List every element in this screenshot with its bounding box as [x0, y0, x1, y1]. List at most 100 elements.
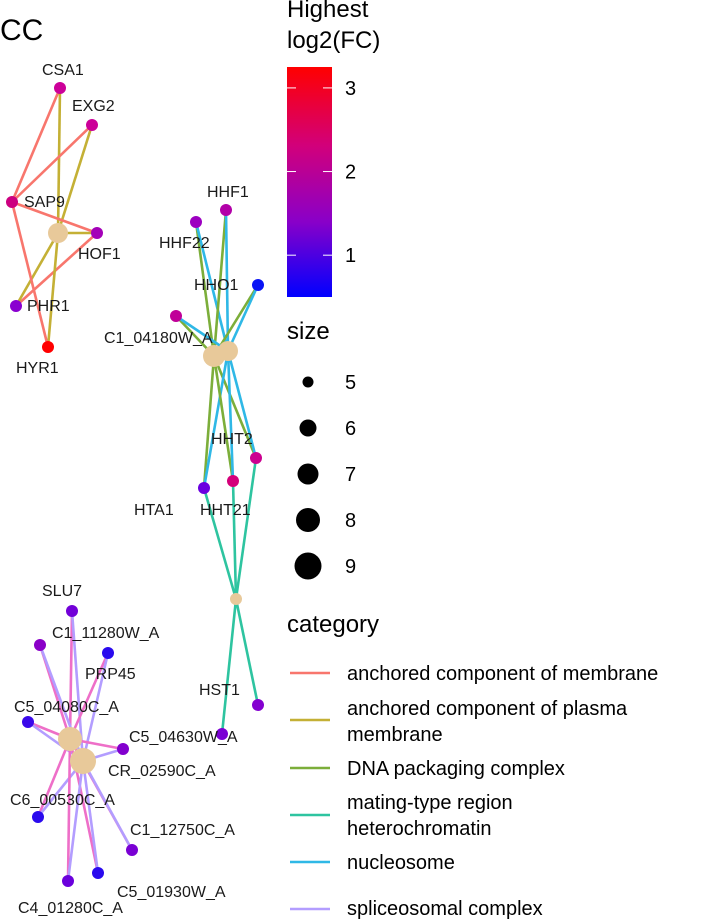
- edge: [36, 738, 72, 818]
- edge: [202, 355, 216, 489]
- gene-label: C5_04630W_A: [129, 729, 238, 746]
- gene-label: C1_11280W_A: [52, 625, 160, 642]
- edge: [194, 221, 216, 357]
- fc-tick-label: 1: [345, 245, 356, 267]
- size-label: 5: [345, 372, 356, 394]
- gene-label: HHT2: [211, 431, 253, 448]
- gene-node-hta1: [198, 482, 210, 494]
- edge: [81, 760, 134, 851]
- hub-node-spliceosomal-b: [70, 748, 96, 774]
- edge: [175, 314, 229, 353]
- edge: [226, 284, 260, 352]
- edge: [56, 124, 94, 234]
- gene-label: C5_04080C_A: [14, 699, 119, 716]
- gene-label: HHT21: [200, 502, 251, 519]
- gene-node-csa1: [54, 82, 66, 94]
- gene-label: C1_04180W_A: [104, 330, 213, 347]
- edge: [68, 652, 110, 740]
- edge: [10, 201, 50, 348]
- fc-legend-title-line2: log2(FC): [287, 27, 380, 54]
- gene-labels: CSA1 EXG2 SAP9 HOF1 PHR1 HYR1 HHF1 HHF22…: [10, 62, 253, 917]
- size-legend-title: size: [287, 318, 330, 345]
- hub-node-spliceosomal-a: [58, 727, 82, 751]
- gene-node-hof1: [91, 227, 103, 239]
- size-label: 6: [345, 418, 356, 440]
- gene-node-hht21: [227, 475, 239, 487]
- gene-label: C1_12750C_A: [130, 822, 235, 839]
- category-legend-title: category: [287, 611, 379, 638]
- gene-node-hhf1: [220, 204, 232, 216]
- gene-node-exg2: [86, 119, 98, 131]
- category-label-cont: heterochromatin: [347, 818, 492, 840]
- gene-node-c5_04080c_a: [22, 716, 34, 728]
- edge: [220, 598, 238, 735]
- edge: [11, 124, 93, 203]
- category-label: anchored component of membrane: [347, 663, 658, 685]
- hub-node-nucleosome: [218, 341, 238, 361]
- plot-title: CC: [0, 14, 43, 47]
- size-dot: [296, 508, 320, 532]
- gene-node-cr_02590c_a: [117, 743, 129, 755]
- category-label: nucleosome: [347, 852, 455, 874]
- gene-label: PHR1: [27, 298, 70, 315]
- edge: [231, 480, 238, 600]
- gene-label: HHF1: [207, 184, 249, 201]
- category-label: anchored component of plasma: [347, 698, 628, 720]
- edge: [56, 87, 62, 234]
- edge: [212, 355, 235, 482]
- edge: [212, 209, 228, 357]
- edge: [81, 760, 100, 874]
- edge: [66, 760, 85, 882]
- edge: [15, 232, 98, 307]
- gene-node-hho1: [252, 279, 264, 291]
- gene-node-c5_01930w_a: [92, 867, 104, 879]
- fc-tick-label: 3: [345, 78, 356, 100]
- fc-legend: Highest log2(FC) 3 2 1: [287, 0, 380, 297]
- gene-nodes: [6, 82, 264, 887]
- category-label-cont: membrane: [347, 724, 443, 746]
- size-label: 8: [345, 510, 356, 532]
- edge: [46, 232, 60, 348]
- gene-node-c1_12750c_a: [126, 844, 138, 856]
- gene-node-slu7: [66, 605, 78, 617]
- gene-node-hht2: [250, 452, 262, 464]
- gene-node-hyr1: [42, 341, 54, 353]
- gene-node-c5_04630w_a: [216, 728, 228, 740]
- gene-node-sap9: [6, 196, 18, 208]
- gene-label: HYR1: [16, 360, 59, 377]
- gene-label: HHO1: [194, 277, 239, 294]
- size-label: 7: [345, 464, 356, 486]
- category-label: DNA packaging complex: [347, 758, 565, 780]
- gene-label: C6_00530C_A: [10, 792, 115, 809]
- gene-node-hhf22: [190, 216, 202, 228]
- edge: [224, 209, 230, 352]
- edge: [202, 487, 238, 600]
- gene-label: C5_01930W_A: [117, 884, 226, 901]
- category-legend: category anchored component of membrane …: [287, 611, 658, 920]
- edge: [212, 355, 258, 459]
- category-label: spliceosomal complex: [347, 898, 543, 920]
- edge: [234, 598, 260, 706]
- hub-node-plasma-membrane: [48, 223, 68, 243]
- edge: [202, 350, 230, 489]
- edge: [14, 232, 60, 307]
- gene-label: C4_01280C_A: [18, 900, 123, 917]
- hub-node-heterochromatin: [230, 593, 242, 605]
- fc-legend-title-line1: Highest: [287, 0, 369, 23]
- gene-label: CR_02590C_A: [108, 763, 216, 780]
- gene-label: SLU7: [42, 583, 82, 600]
- gene-label: SAP9: [24, 194, 65, 211]
- gene-label: EXG2: [72, 98, 115, 115]
- gene-node-hst1: [252, 699, 264, 711]
- edge: [234, 457, 258, 600]
- edge: [11, 200, 98, 235]
- size-legend: size 5 6 7 8 9: [287, 318, 356, 580]
- fc-tick-label: 2: [345, 162, 356, 184]
- size-dot: [294, 552, 322, 580]
- edge: [226, 350, 235, 482]
- fc-colorbar: [287, 67, 332, 297]
- gene-label: HHF22: [159, 235, 210, 252]
- gene-node-c1_04180w_a: [170, 310, 182, 322]
- edge: [68, 610, 74, 740]
